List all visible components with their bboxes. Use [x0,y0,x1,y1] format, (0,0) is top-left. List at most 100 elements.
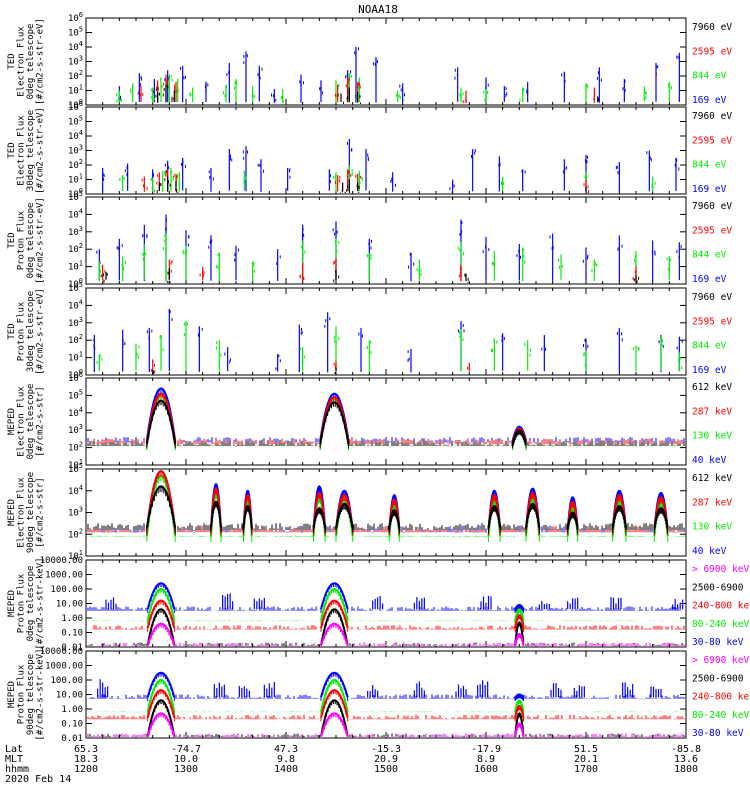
y-tick-label: 105 [68,388,83,401]
y-axis-label-line: [#/cm2-s-str-eV] [36,197,46,284]
data-series-peak [319,401,350,445]
y-axis-label-line: Electron Flux [17,115,27,186]
y-axis-label-line: Electron Flux [17,386,27,457]
legend-entry: 2595 eV [692,135,732,146]
y-tick-label: 104 [68,40,83,53]
y-axis-label-line: Proton Flux [17,301,27,361]
data-series-peak [145,392,177,443]
y-axis-label-line: 90deg telescope [26,472,36,553]
legend-entry: 612 keV [692,473,732,484]
y-axis-label-line: TED [7,323,17,339]
legend-entry: 80-240 keV [692,619,749,630]
y-axis-label-line: [#/cm2-s-str-eV] [36,107,46,194]
legend-entry: 7960 eV [692,292,732,303]
y-axis-label-line: [#/cm2-s-str] [36,386,46,456]
data-series-peak [145,399,177,445]
y-axis-label-line: Electron Flux [17,477,27,548]
panel-data [93,308,683,374]
y-axis-label: MEPED Electron Flux 0deg telescope [#/cm2-s… [7,384,46,460]
legend-entry: 2595 eV [692,316,732,327]
y-axis-label-line: Proton Flux [17,573,27,633]
y-tick-label: 102 [68,158,83,171]
y-tick-label: 104 [68,298,83,311]
legend-entry: 844 eV [692,341,727,352]
y-axis-label: TED Electron Flux 0deg telescope [#/cm2-s-s… [7,18,46,105]
legend-entry: 287 keV [692,406,732,417]
y-axis-label: TED Electron Flux 30deg telescope [#/cm2-s-… [7,107,46,194]
legend-entry: 169 eV [692,365,727,376]
y-axis-label-line: 30deg telescope [26,110,36,191]
y-tick-label: 1.00 [61,614,83,624]
panel-data [87,387,685,451]
y-tick-label: 103 [68,423,83,436]
y-tick-label: 1000.00 [45,571,83,581]
data-series-peak [335,502,354,528]
y-tick-label: 102 [68,441,83,454]
y-tick-label: 105 [68,462,83,475]
y-tick-label: 106 [68,11,83,24]
y-axis-label-line: MEPED [7,408,17,435]
y-axis-label: TED Proton Flux 0deg telescope [#/cm2-s-str… [7,197,46,284]
y-tick-label: 102 [68,527,83,540]
panel-6: 101 102 103 104 105 MEPED Electron Flux 90deg t… [7,462,732,562]
y-axis-label-line: 0deg telescope [26,24,36,100]
y-tick-label: 100 [68,368,83,381]
y-tick-label: 104 [68,406,83,419]
y-tick-label: 0.01 [61,643,83,653]
y-tick-label: 100 [68,98,83,111]
y-tick-label: 0.10 [61,629,83,639]
y-axis-label-line: Electron Flux [17,26,27,97]
y-axis-label-line: [#/cm2-s-str-keV] [36,557,46,649]
y-axis-label-line: TED [7,232,17,248]
y-tick-label: 102 [68,242,83,255]
y-tick-label: 101 [68,549,83,562]
y-axis-label: TED Proton Flux 30deg telescope [#/cm2-s-st… [7,288,46,375]
y-tick-label: 104 [68,484,83,497]
y-tick-label: 101 [68,458,83,471]
y-axis-label-line: MEPED [7,590,17,617]
y-tick-label: 104 [68,129,83,142]
panel-data [96,214,682,283]
y-axis-label-line: 0deg telescope [26,566,36,642]
y-tick-label: 101 [68,84,83,97]
legend-entry: 169 eV [692,184,727,195]
y-axis-label-line: [#/cm2-s-str] [36,477,46,547]
y-tick-label: 100.00 [50,585,83,595]
legend-entry: 612 keV [692,382,732,393]
y-axis-label-line: MEPED [7,499,17,526]
panel-3: 100 101 102 103 104 105 TED Proton Flux 0deg tel… [7,190,732,290]
y-axis-label-line: TED [7,53,17,69]
panel-data [87,470,685,542]
legend-entry: 7960 eV [692,201,732,212]
legend-entry: 40 keV [692,455,727,466]
y-axis-label-line: Proton Flux [17,210,27,270]
y-axis-label-line: 0deg telescope [26,384,36,460]
y-tick-label: 101 [68,351,83,364]
legend-entry: 7960 eV [692,111,732,122]
y-tick-label: 103 [68,55,83,68]
y-tick-label: 100 [68,187,83,200]
legend-entry: 240-800 keV [692,601,750,612]
legend-entry: 844 eV [692,71,727,82]
legend-entry: 844 eV [692,250,727,261]
y-tick-label: 105 [68,115,83,128]
y-tick-label: 103 [68,225,83,238]
legend-entry: 844 eV [692,160,727,171]
data-series-peak [320,582,349,610]
y-tick-label: 105 [68,281,83,294]
y-axis-label: MEPED Proton Flux 0deg telescope [#/cm2-s-s… [7,557,46,649]
panel-7: 0.010.101.0010.00100.001000.0010000.00ME… [7,556,750,653]
data-series-peak [146,582,176,610]
legend-entry: 169 eV [692,95,727,106]
legend-entry: 7960 eV [692,22,732,33]
y-axis-label-line: [#/cm2-s-str-eV] [36,18,46,105]
y-tick-label: 103 [68,506,83,519]
y-tick-label: 106 [68,371,83,384]
legend-entry: 130 keV [692,522,732,533]
panel-data [102,138,680,193]
y-tick-label: 101 [68,173,83,186]
y-axis-label-line: TED [7,142,17,158]
